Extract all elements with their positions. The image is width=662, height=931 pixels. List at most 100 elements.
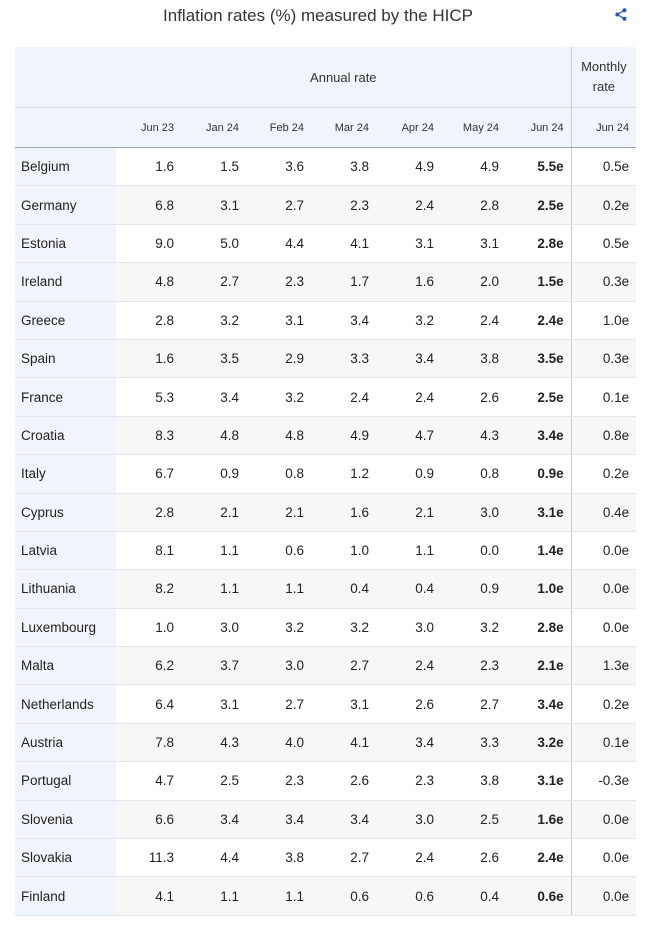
table-row: Malta 6.2 3.7 3.0 2.7 2.4 2.3 2.1e 1.3e: [15, 646, 637, 686]
value-cell: 8.1: [116, 531, 181, 571]
country-cell: Malta: [15, 646, 116, 686]
value-cell: 2.7: [311, 838, 376, 878]
value-cell: 3.0: [441, 493, 506, 532]
value-cell: 1.1: [181, 569, 246, 609]
value-cell: 3.0: [246, 646, 311, 686]
table-row: Slovakia 11.3 4.4 3.8 2.7 2.4 2.6 2.4e 0.0e: [15, 838, 637, 878]
value-cell: 3.4e: [506, 416, 572, 456]
table-row: Spain 1.6 3.5 2.9 3.3 3.4 3.8 3.5e 0.3e: [15, 339, 637, 379]
value-cell: 3.2: [246, 608, 311, 648]
table-row: Ireland 4.8 2.7 2.3 1.7 1.6 2.0 1.5e 0.3e: [15, 262, 637, 302]
value-cell: 3.1: [181, 684, 246, 724]
value-cell: 3.4: [311, 800, 376, 840]
value-cell: 3.4: [181, 377, 246, 417]
value-cell: 2.3: [311, 185, 376, 225]
value-cell: 2.3: [246, 761, 311, 801]
table-row: Croatia 8.3 4.8 4.8 4.9 4.7 4.3 3.4e 0.8e: [15, 416, 637, 456]
value-cell: 4.7: [116, 761, 181, 801]
value-cell: 1.4e: [506, 531, 572, 571]
table-row: Finland 4.1 1.1 1.1 0.6 0.6 0.4 0.6e 0.0e: [15, 876, 637, 916]
value-cell: 2.7: [441, 684, 506, 724]
table-row: France 5.3 3.4 3.2 2.4 2.4 2.6 2.5e 0.1e: [15, 377, 637, 417]
value-cell: 6.2: [116, 646, 181, 686]
value-cell: 4.0: [246, 723, 311, 763]
value-cell: 6.8: [116, 185, 181, 225]
country-cell: Slovenia: [15, 800, 116, 840]
value-cell: 2.8e: [506, 224, 572, 264]
value-cell: 2.5e: [506, 185, 572, 225]
value-cell: 0.4: [376, 569, 441, 609]
value-cell: 0.4: [441, 876, 506, 916]
value-cell: -0.3e: [570, 761, 637, 801]
value-cell: 0.6e: [506, 876, 572, 916]
value-cell: 2.6: [441, 838, 506, 878]
header-row-groups: Annual rate Monthly rate: [15, 47, 637, 108]
value-cell: 0.4e: [570, 493, 637, 532]
value-cell: 0.4: [311, 569, 376, 609]
value-cell: 0.5e: [570, 147, 637, 187]
country-cell: Greece: [15, 301, 116, 340]
value-cell: 2.6: [441, 377, 506, 417]
value-cell: 3.8: [311, 147, 376, 187]
value-cell: 1.7: [311, 262, 376, 302]
value-cell: 4.9: [376, 147, 441, 187]
value-cell: 0.1e: [570, 723, 637, 763]
value-cell: 2.3: [376, 761, 441, 801]
value-cell: 2.1: [376, 493, 441, 532]
value-cell: 3.4: [376, 723, 441, 763]
value-cell: 1.2: [311, 454, 376, 494]
value-cell: 3.2: [441, 608, 506, 648]
hicp-table: Annual rate Monthly rate Jun 23 Jan 24 Feb…: [15, 47, 637, 916]
value-cell: 0.0e: [570, 876, 637, 916]
country-cell: Ireland: [15, 262, 116, 302]
value-cell: 1.3e: [570, 646, 637, 686]
column-header: Jun 24: [506, 107, 572, 148]
value-cell: 2.6: [376, 684, 441, 724]
value-cell: 0.3e: [570, 339, 637, 379]
value-cell: 1.6: [311, 493, 376, 532]
value-cell: 1.5e: [506, 262, 572, 302]
value-cell: 4.1: [311, 723, 376, 763]
value-cell: 8.3: [116, 416, 181, 456]
annual-rate-header: Annual rate: [116, 47, 572, 108]
value-cell: 3.2: [246, 377, 311, 417]
value-cell: 1.6e: [506, 800, 572, 840]
column-header: Jun 23: [116, 107, 181, 148]
share-icon[interactable]: [615, 7, 627, 21]
value-cell: 0.1e: [570, 377, 637, 417]
value-cell: 3.2: [181, 301, 246, 340]
table-row: Lithuania 8.2 1.1 1.1 0.4 0.4 0.9 1.0e 0.0e: [15, 569, 637, 609]
share-button[interactable]: [612, 5, 630, 23]
value-cell: 1.1: [181, 531, 246, 571]
country-cell: Slovakia: [15, 838, 116, 878]
value-cell: 0.0e: [570, 608, 637, 648]
country-cell: Luxembourg: [15, 608, 116, 648]
monthly-rate-header: Monthly rate: [570, 47, 637, 108]
value-cell: 4.4: [246, 224, 311, 264]
table-row: Italy 6.7 0.9 0.8 1.2 0.9 0.8 0.9e 0.2e: [15, 454, 637, 494]
value-cell: 2.3: [246, 262, 311, 302]
column-header: Apr 24: [376, 107, 441, 148]
value-cell: 3.5: [181, 339, 246, 379]
value-cell: 3.1: [441, 224, 506, 264]
header-row-dates: Jun 23 Jan 24 Feb 24 Mar 24 Apr 24 May 24 Jun …: [15, 107, 637, 148]
value-cell: 0.0e: [570, 800, 637, 840]
value-cell: 4.8: [246, 416, 311, 456]
value-cell: 3.8: [441, 339, 506, 379]
value-cell: 6.4: [116, 684, 181, 724]
country-cell: France: [15, 377, 116, 417]
value-cell: 2.4: [376, 377, 441, 417]
value-cell: 1.1: [181, 876, 246, 916]
value-cell: 1.1: [246, 569, 311, 609]
table-row: Belgium 1.6 1.5 3.6 3.8 4.9 4.9 5.5e 0.5e: [15, 147, 637, 187]
value-cell: 3.3: [311, 339, 376, 379]
value-cell: 3.1: [376, 224, 441, 264]
value-cell: 0.9e: [506, 454, 572, 494]
country-cell: Latvia: [15, 531, 116, 571]
value-cell: 4.1: [311, 224, 376, 264]
value-cell: 2.6: [311, 761, 376, 801]
value-cell: 0.8e: [570, 416, 637, 456]
value-cell: 3.3: [441, 723, 506, 763]
table-row: Luxembourg 1.0 3.0 3.2 3.2 3.0 3.2 2.8e 0.0e: [15, 608, 637, 648]
table-row: Portugal 4.7 2.5 2.3 2.6 2.3 3.8 3.1e -0.3e: [15, 761, 637, 801]
